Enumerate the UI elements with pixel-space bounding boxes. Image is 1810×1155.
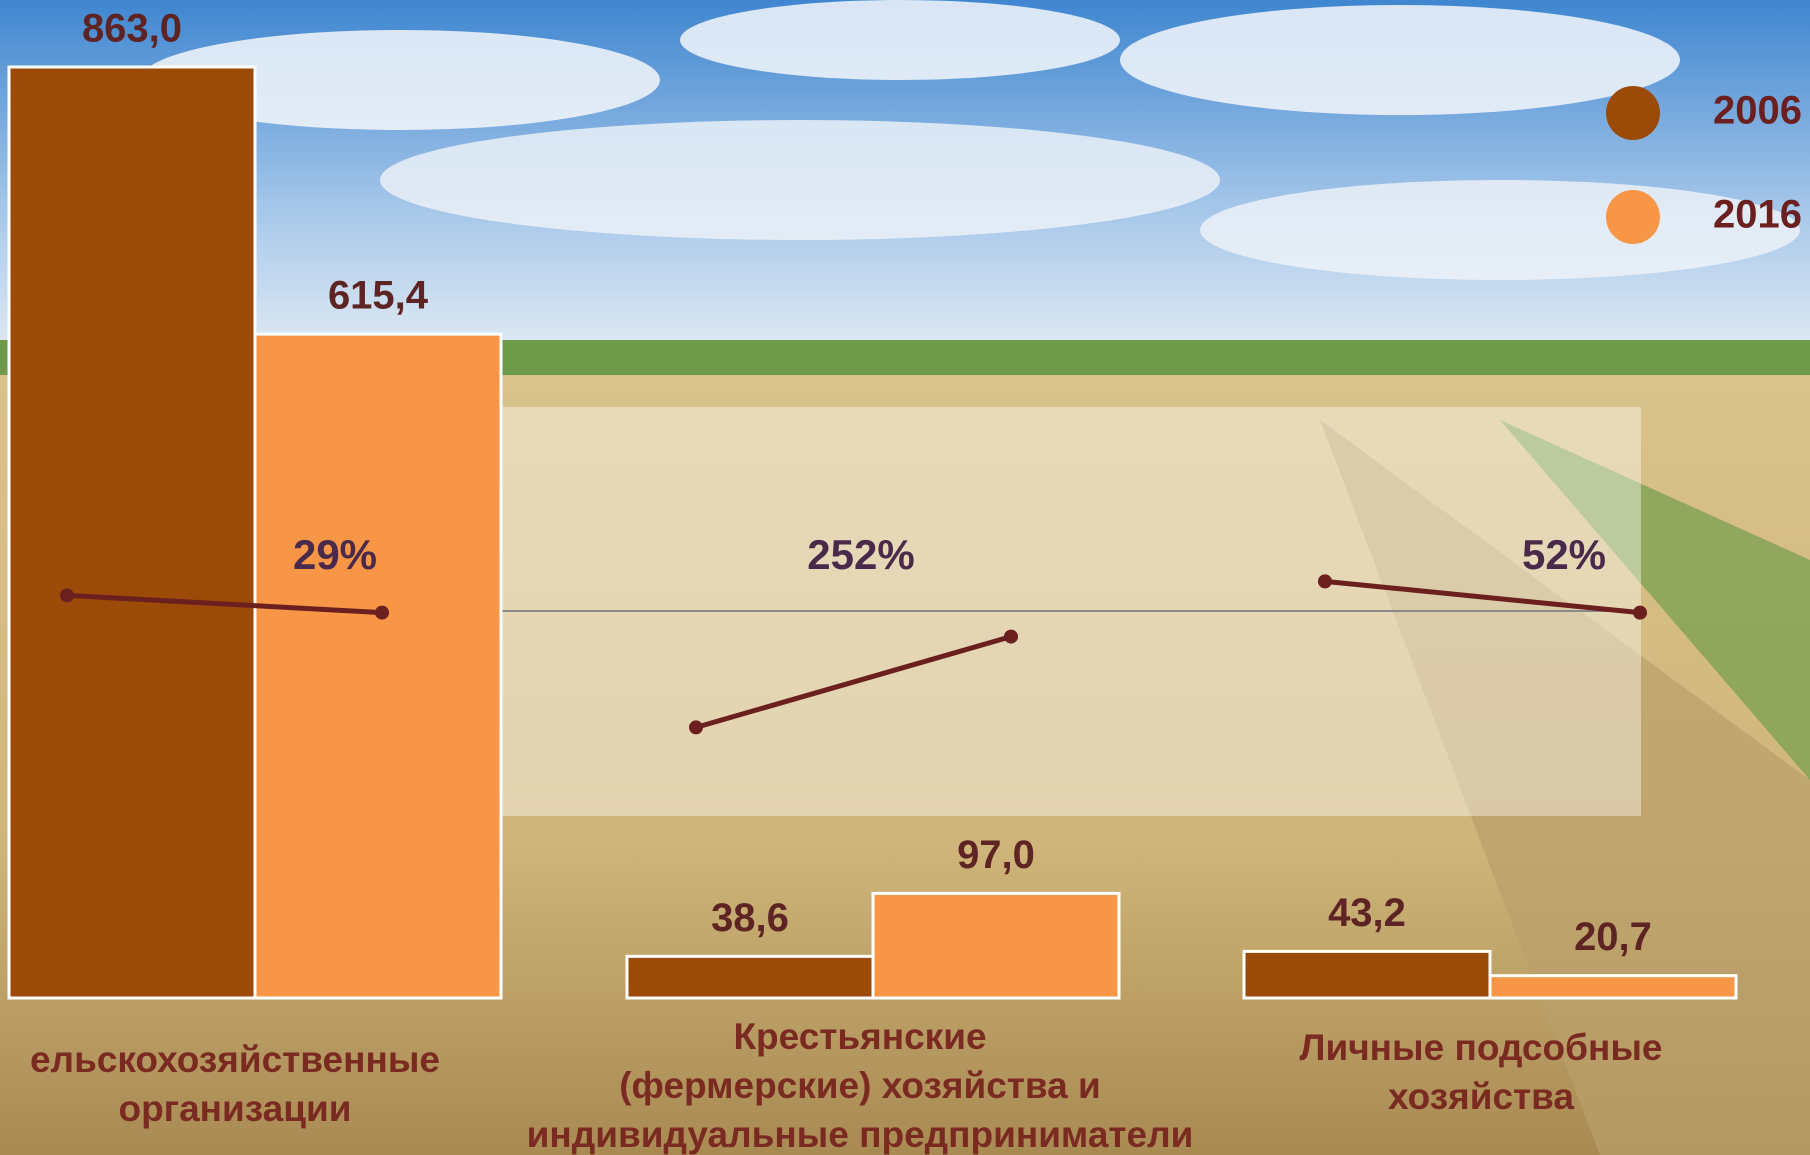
value-label: 43,2 [1328,891,1406,935]
bar [7,65,257,1000]
change-line [1324,578,1641,616]
change-point [689,720,703,735]
change-point [375,605,389,620]
legend-marker [1606,86,1660,140]
change-point [1004,629,1018,644]
bar [625,954,875,1000]
change-point [60,588,74,603]
change-line [695,634,1012,730]
category-label: Крестьянские (фермерские) хозяйства и инди… [527,1016,1194,1155]
value-label: 863,0 [82,7,182,51]
bar [1488,974,1738,1000]
category-label: ельскохозяйственные организации [30,1039,440,1129]
bar [253,332,503,1000]
category-label: Личные подсобные хозяйства [1299,1027,1662,1117]
value-label: 97,0 [957,833,1035,877]
legend-marker [1606,190,1660,244]
change-line [66,592,383,616]
change-point [1318,574,1332,589]
legend-label: 2006 [1713,89,1802,133]
bar [871,891,1121,1000]
value-label: 615,4 [328,274,429,318]
change-label: 252% [807,531,914,578]
value-label: 38,6 [711,896,789,940]
bar [1242,949,1492,1000]
change-label: 52% [1522,531,1606,578]
value-label: 20,7 [1574,915,1652,959]
legend-label: 2016 [1713,193,1802,237]
change-point [1633,605,1647,620]
change-label: 29% [293,531,377,578]
